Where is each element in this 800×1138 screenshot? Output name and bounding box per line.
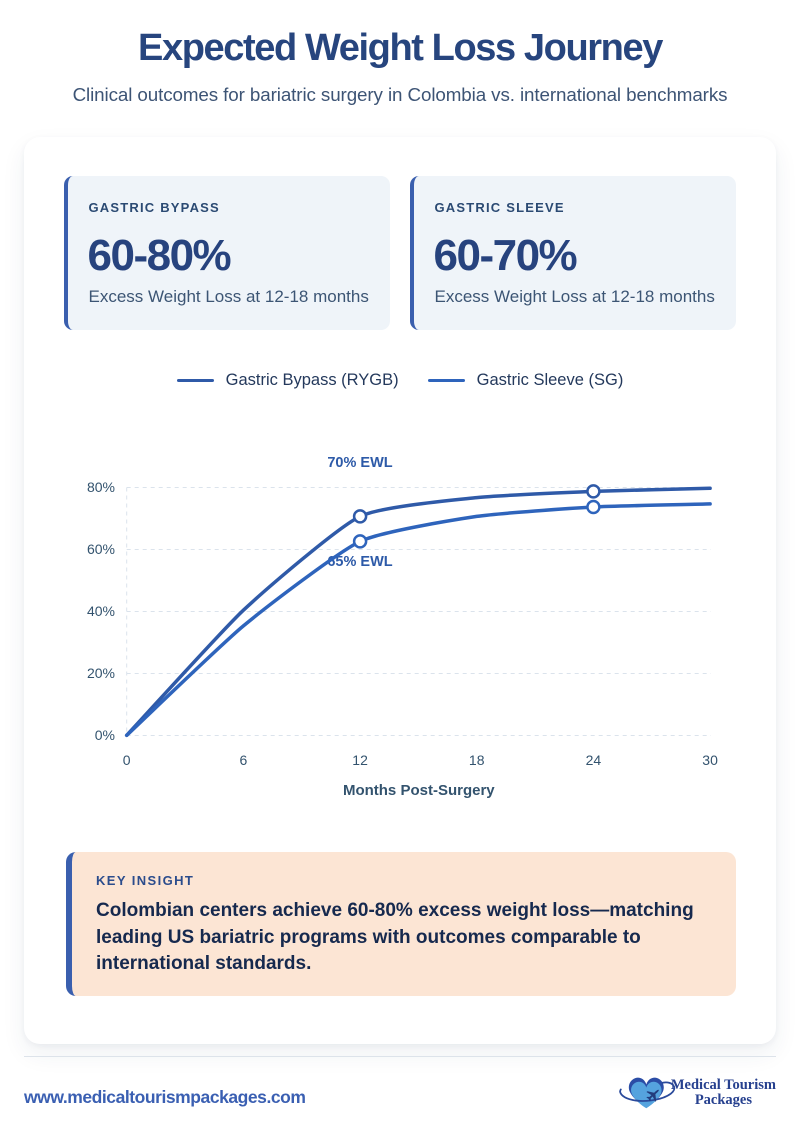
- svg-text:0: 0: [123, 752, 131, 768]
- svg-text:30: 30: [702, 752, 718, 768]
- svg-text:60%: 60%: [87, 541, 115, 557]
- svg-text:20%: 20%: [87, 665, 115, 681]
- svg-text:12: 12: [352, 752, 368, 768]
- svg-text:18: 18: [469, 752, 485, 768]
- svg-text:0%: 0%: [95, 727, 115, 743]
- svg-text:Months Post-Surgery: Months Post-Surgery: [343, 782, 495, 799]
- svg-text:70% EWL: 70% EWL: [327, 455, 392, 471]
- svg-text:80%: 80%: [87, 479, 115, 495]
- svg-text:40%: 40%: [87, 603, 115, 619]
- svg-text:65% EWL: 65% EWL: [327, 554, 392, 570]
- svg-text:24: 24: [586, 752, 602, 768]
- svg-text:6: 6: [240, 752, 248, 768]
